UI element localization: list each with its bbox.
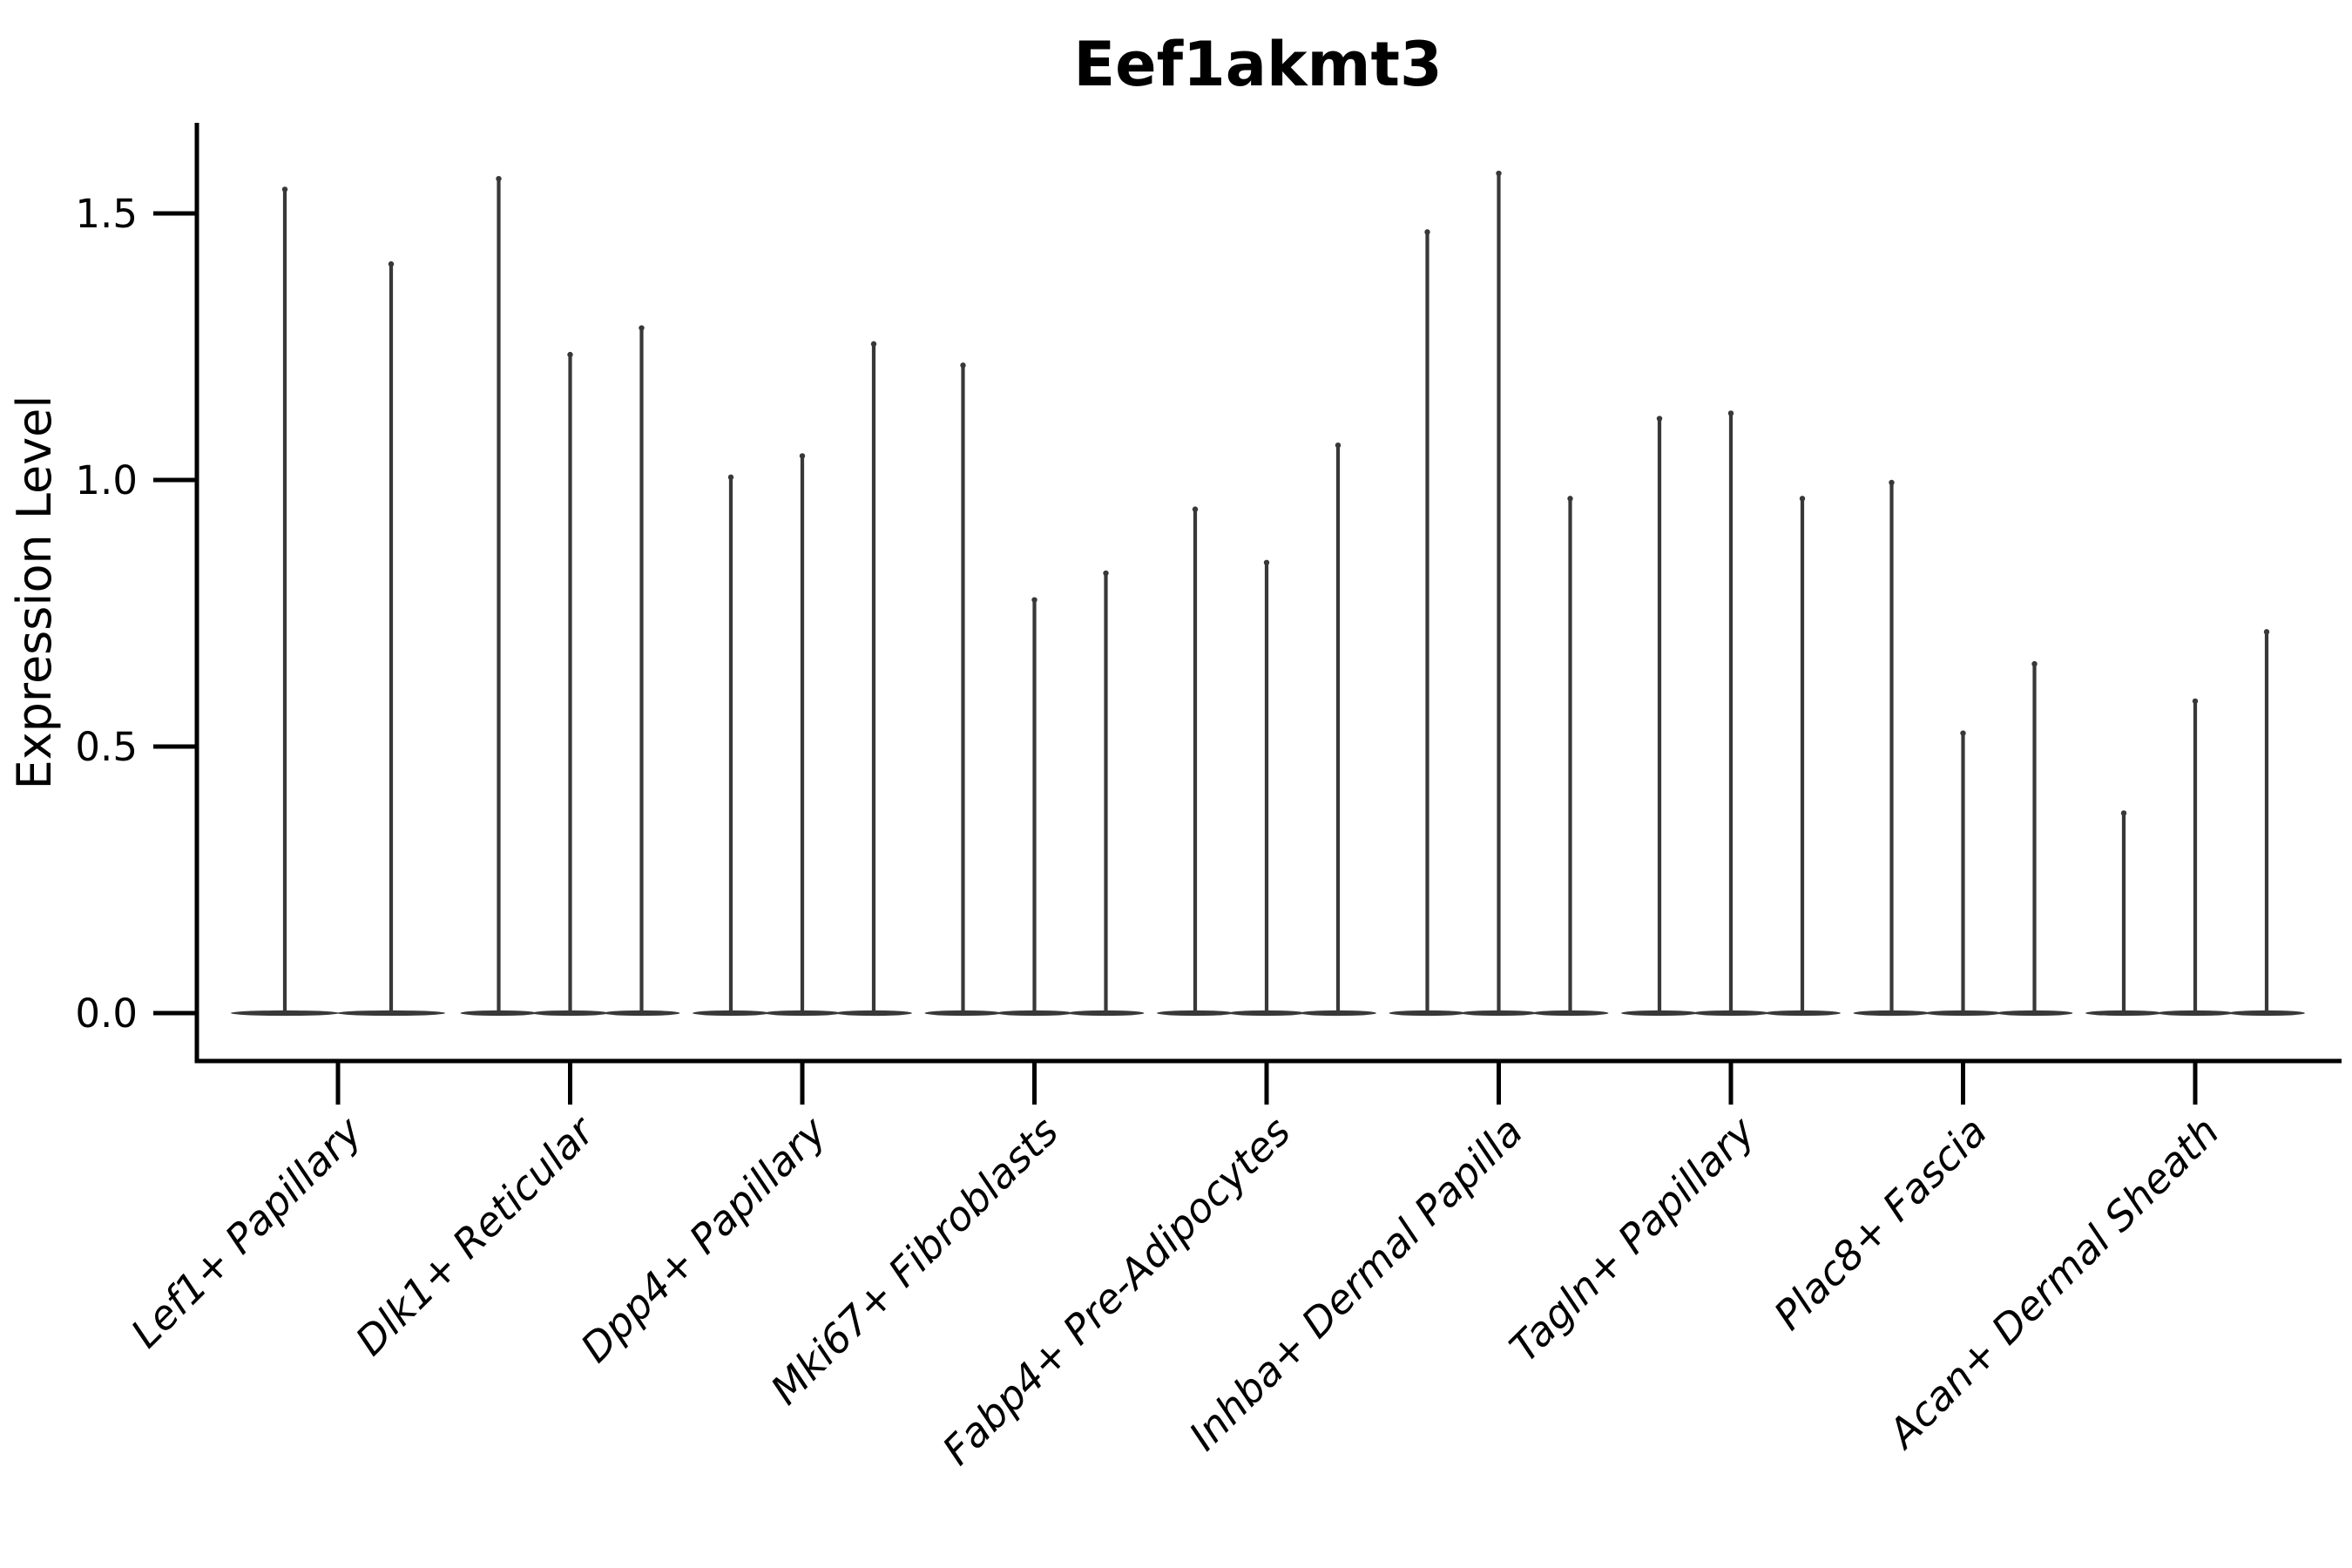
violin-needle-tip — [388, 260, 395, 267]
violin-group — [460, 175, 680, 1017]
x-tick-label: Tagln+ Papillary — [1500, 1107, 1764, 1371]
violin-group — [1853, 479, 2073, 1017]
violin-needle-tip — [1031, 597, 1037, 603]
y-tick-label: 1.5 — [75, 191, 138, 237]
violin-group — [231, 186, 445, 1017]
violin-needle-tip — [496, 175, 502, 182]
chart-title: Eef1akmt3 — [1073, 29, 1442, 100]
x-tick-label: Dlk1+ Reticular — [347, 1105, 605, 1364]
violin-needle-tip — [1889, 479, 1895, 486]
violin-needle-tip — [1727, 410, 1734, 416]
y-tick-label: 0.0 — [75, 990, 138, 1037]
violin-group — [1389, 170, 1609, 1017]
violin-needle-tip — [281, 186, 288, 193]
violin-needle-tip — [639, 325, 645, 331]
violin-group — [1621, 410, 1841, 1017]
y-axis-ticks: 0.0 0.5 1.0 1.5 — [75, 191, 197, 1037]
x-tick-label: Lef1+ Papillary — [122, 1107, 371, 1356]
violin-group — [1157, 442, 1376, 1017]
violin-needle-tip — [1799, 496, 1806, 502]
violin-needle-tip — [2263, 629, 2270, 635]
violin-needle-tip — [960, 362, 966, 368]
y-tick-label: 0.5 — [75, 724, 138, 770]
violin-needle-tip — [870, 341, 877, 348]
violin-needle-tip — [2120, 810, 2127, 816]
violin-needle-tip — [1424, 229, 1430, 235]
violin-needle-tip — [1656, 416, 1663, 422]
violin-needle-tip — [1567, 496, 1573, 502]
violin-group — [693, 341, 912, 1017]
violin-needle-tip — [799, 453, 806, 459]
violin-needle-tip — [1103, 570, 1109, 577]
x-tick-label: Plac8+ Fascia — [1765, 1108, 1996, 1339]
y-axis-label: Expression Level — [7, 395, 62, 790]
x-tick-label: Dpp4+ Papillary — [571, 1107, 835, 1371]
violin-needle-tip — [1960, 730, 1966, 736]
violin-needle-tip — [1192, 506, 1199, 512]
violin-group — [2085, 629, 2305, 1017]
violin-needle-tip — [1496, 170, 1502, 177]
violin-needle-tip — [567, 351, 573, 358]
violin-needle-tip — [2192, 698, 2199, 705]
violin-group — [924, 362, 1145, 1017]
violins — [231, 170, 2305, 1017]
y-tick-label: 1.0 — [75, 457, 138, 504]
violin-needle-tip — [727, 474, 734, 481]
violin-needle-tip — [2031, 660, 2038, 667]
violin-needle-tip — [1263, 559, 1270, 565]
violin-needle-tip — [1335, 442, 1342, 449]
